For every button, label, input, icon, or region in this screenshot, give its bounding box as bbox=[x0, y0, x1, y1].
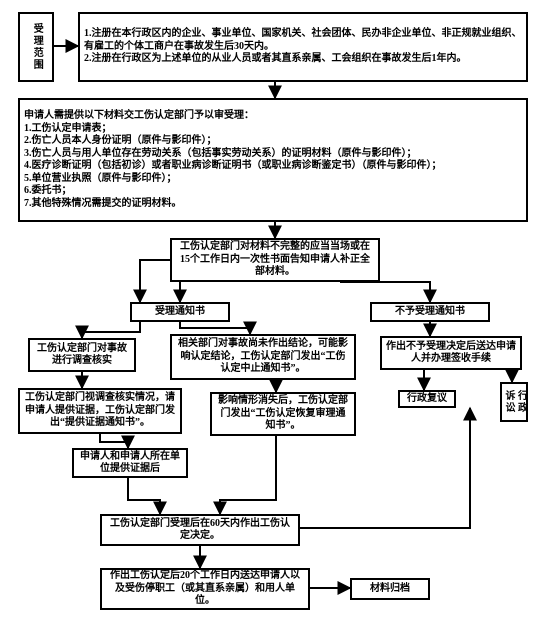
node-evidence: 申请人和申请人所在单位提供证据后 bbox=[72, 448, 188, 478]
node-incomplete: 工伤认定部门对材料不完整的应当当场或在15个工作日内一次性书面告知申请人补正全部… bbox=[170, 238, 380, 282]
node-archive: 材料归档 bbox=[350, 578, 430, 600]
edge-6 bbox=[82, 322, 140, 338]
node-reject: 不予受理通知书 bbox=[370, 302, 490, 322]
node-materials: 申请人需提供以下材料交工伤认定部门予以审受理：1.工伤认定申请表；2.伤亡人员本… bbox=[18, 98, 528, 222]
node-scope_body: 1.注册在本行政区内的企业、事业单位、国家机关、社会团体、民办非企业单位、非正规… bbox=[78, 12, 528, 82]
node-suspend: 相关部门对事故尚未作出结论，可能影响认定结论，工伤认定部门发出“工伤认定中止通知… bbox=[170, 334, 356, 380]
edge-13 bbox=[100, 434, 128, 448]
node-accept: 受理通知书 bbox=[130, 302, 230, 322]
edge-5 bbox=[140, 260, 170, 302]
node-verify: 工伤认定部门对事故进行调查核实 bbox=[28, 338, 136, 372]
node-scope_label: 受理范围 bbox=[18, 12, 54, 82]
node-decide: 工伤认定部门受理后在60天内作出工伤认定决定。 bbox=[100, 514, 300, 546]
node-resume: 影响情形消失后，工伤认定部门发出“工伤认定恢复审理通知书”。 bbox=[210, 392, 356, 436]
node-admin_lit: 行政诉讼 bbox=[500, 382, 528, 422]
node-review: 工伤认定部门视调查核实情况，请申请人提供证据，工伤认定部门发出“提供证据通知书”… bbox=[18, 388, 182, 434]
node-deliver: 作出工伤认定后20个工作日内送达申请人以及受伤停职工（或其直系亲属）和用人单位。 bbox=[100, 568, 310, 610]
node-reject_send: 作出不予受理决定后送达申请人并办理签收手续 bbox=[380, 336, 522, 370]
edge-14 bbox=[128, 478, 160, 514]
edge-4 bbox=[340, 282, 430, 302]
edge-7 bbox=[180, 322, 250, 334]
node-admin_review: 行政复议 bbox=[398, 390, 456, 408]
edge-15 bbox=[220, 436, 276, 514]
